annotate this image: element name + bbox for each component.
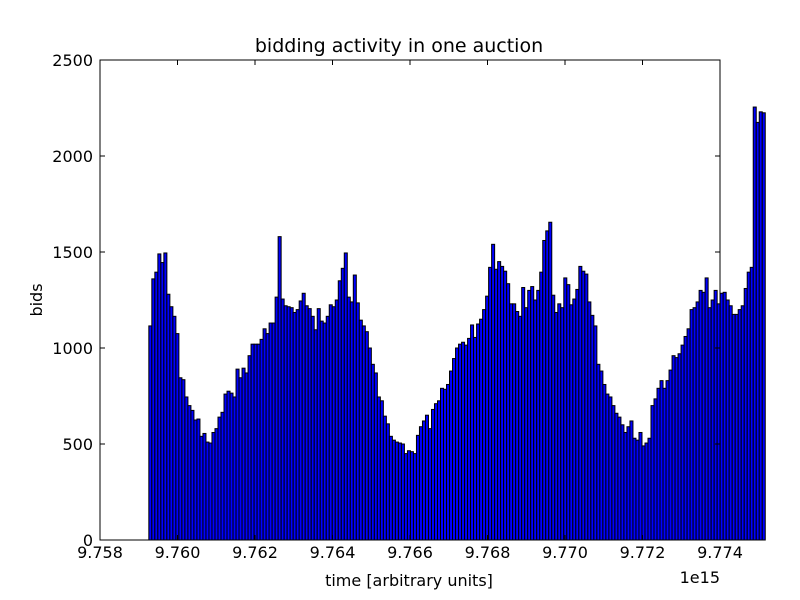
x-tick-label: 9.764 xyxy=(310,543,356,562)
x-axis-ticks: 9.758 9.760 9.762 9.764 9.766 9.768 9.770 9.772… xyxy=(77,60,743,562)
y-tick-label: 0 xyxy=(83,531,93,550)
x-tick-label: 9.760 xyxy=(155,543,201,562)
y-axis-ticks: 0 500 1000 1500 2000 2500 xyxy=(52,51,720,550)
x-tick-label: 9.772 xyxy=(620,543,666,562)
x-tick-label: 9.758 xyxy=(77,543,123,562)
y-tick-label: 2500 xyxy=(52,51,93,70)
chart-title: bidding activity in one auction xyxy=(255,35,543,57)
x-tick-label: 9.768 xyxy=(465,543,511,562)
x-tick-label: 9.762 xyxy=(232,543,278,562)
x-tick-label: 9.766 xyxy=(387,543,433,562)
y-tick-label: 1000 xyxy=(52,339,93,358)
y-tick-label: 2000 xyxy=(52,147,93,166)
x-axis-offset-label: 1e15 xyxy=(680,568,720,587)
y-tick-label: 500 xyxy=(62,435,93,454)
bar xyxy=(761,112,766,541)
y-axis-label: bids xyxy=(27,283,46,316)
x-tick-label: 9.770 xyxy=(542,543,588,562)
x-axis-label: time [arbitrary units] xyxy=(325,571,493,590)
y-tick-label: 1500 xyxy=(52,243,93,262)
x-tick-label: 9.774 xyxy=(697,543,743,562)
